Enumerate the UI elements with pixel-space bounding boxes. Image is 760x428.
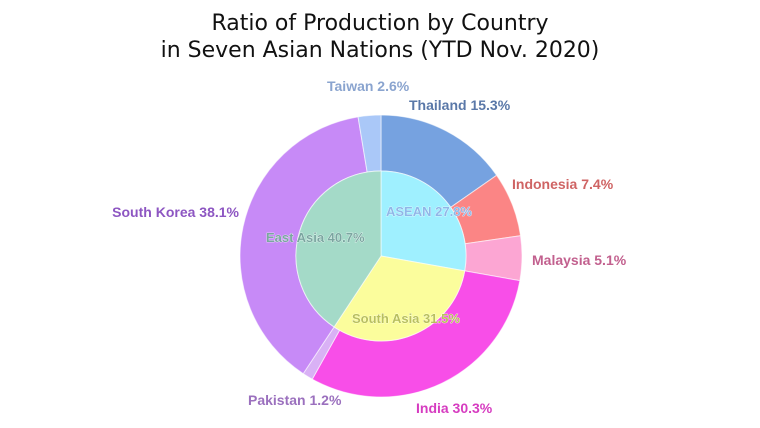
label-taiwan: Taiwan 2.6% (327, 78, 410, 94)
label-indonesia: Indonesia 7.4% (512, 176, 614, 192)
chart-title-line-1: Ratio of Production by Country (211, 11, 549, 36)
label-east-asia: East Asia 40.7% (266, 230, 365, 245)
label-south-asia: South Asia 31.5% (352, 311, 460, 326)
label-thailand: Thailand 15.3% (409, 97, 511, 113)
chart-title: Ratio of Production by Country in Seven … (0, 10, 760, 64)
slice-east-asia (295, 170, 382, 328)
label-south-korea: South Korea 38.1% (112, 204, 239, 220)
slice-labels: Thailand 15.3% Indonesia 7.4% Malaysia 5.1… (112, 78, 627, 416)
chart-title-line-2: in Seven Asian Nations (YTD Nov. 2020) (160, 38, 600, 63)
inner-ring (295, 170, 467, 342)
label-pakistan: Pakistan 1.2% (248, 392, 342, 408)
label-malaysia: Malaysia 5.1% (532, 252, 627, 268)
label-india: India 30.3% (416, 400, 493, 416)
label-asean: ASEAN 27.8% (386, 204, 472, 219)
slice-asean (380, 170, 467, 272)
slice-south-asia (333, 255, 466, 342)
